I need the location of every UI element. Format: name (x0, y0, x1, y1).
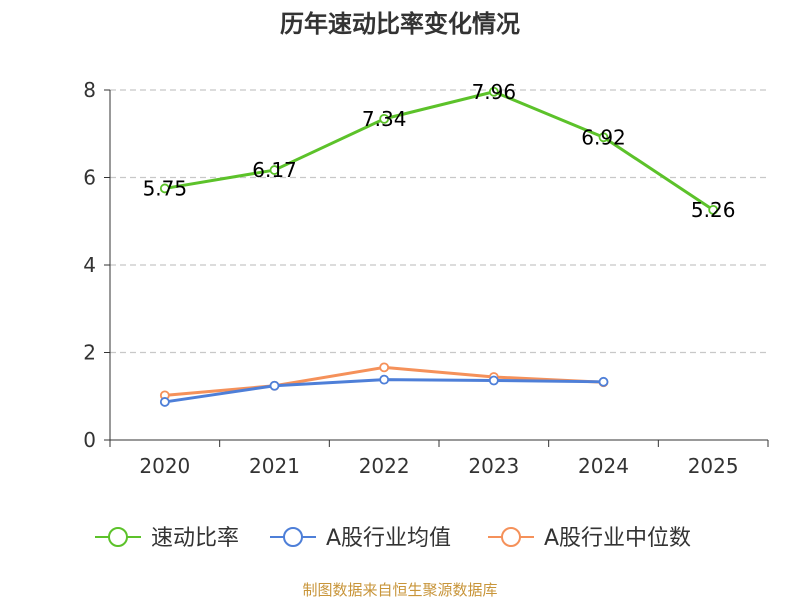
x-tick-label: 2021 (249, 454, 300, 478)
legend-label-1: A股行业均值 (326, 526, 451, 551)
data-label: 7.96 (472, 80, 517, 104)
series-point-1 (269, 380, 280, 391)
data-label: 5.75 (143, 176, 188, 200)
axes: 0 2 4 6 8 2020 2021 2022 2023 2024 2025 (83, 78, 769, 478)
legend-label-0: 速动比率 (151, 526, 239, 551)
legend-marker-0 (108, 527, 128, 547)
series-point-1 (159, 397, 170, 407)
grid-lines (110, 89, 768, 354)
series-point-2 (379, 362, 390, 373)
y-tick-label: 8 (83, 78, 96, 102)
y-tick-label: 6 (83, 166, 96, 190)
data-labels: 5.75 6.17 7.34 7.96 6.92 5.26 (143, 80, 736, 222)
data-label: 6.92 (581, 125, 626, 149)
source-note: 制图数据来自恒生聚源数据库 (302, 581, 497, 599)
series-point-1 (598, 376, 609, 387)
series-point-1 (379, 374, 390, 385)
x-tick-label: 2025 (688, 454, 739, 478)
legend: 速动比率 A股行业均值 A股行业中位数 (95, 526, 691, 551)
series-group (159, 86, 719, 407)
y-tick-label: 4 (83, 253, 96, 277)
y-tick-label: 2 (83, 341, 96, 365)
x-tick-label: 2022 (359, 454, 410, 478)
chart-title: 历年速动比率变化情况 (280, 10, 520, 38)
legend-marker-1 (283, 527, 303, 547)
series-point-0 (269, 165, 280, 175)
series-point-0 (379, 113, 390, 124)
y-tick-label: 0 (83, 428, 96, 452)
data-label: 7.34 (362, 107, 407, 131)
legend-label-2: A股行业中位数 (544, 526, 691, 551)
series-line-0 (164, 90, 714, 212)
series-point-0 (488, 86, 499, 97)
data-label: 5.26 (691, 198, 736, 222)
x-tick-label: 2024 (578, 454, 629, 478)
series-point-1 (488, 375, 499, 386)
x-tick-label: 2023 (468, 454, 519, 478)
data-label: 6.17 (252, 158, 297, 182)
legend-marker-2 (501, 527, 521, 547)
series-point-0 (159, 183, 170, 194)
series-point-0 (708, 204, 719, 215)
series-point-0 (598, 132, 609, 143)
x-tick-label: 2020 (139, 454, 190, 478)
